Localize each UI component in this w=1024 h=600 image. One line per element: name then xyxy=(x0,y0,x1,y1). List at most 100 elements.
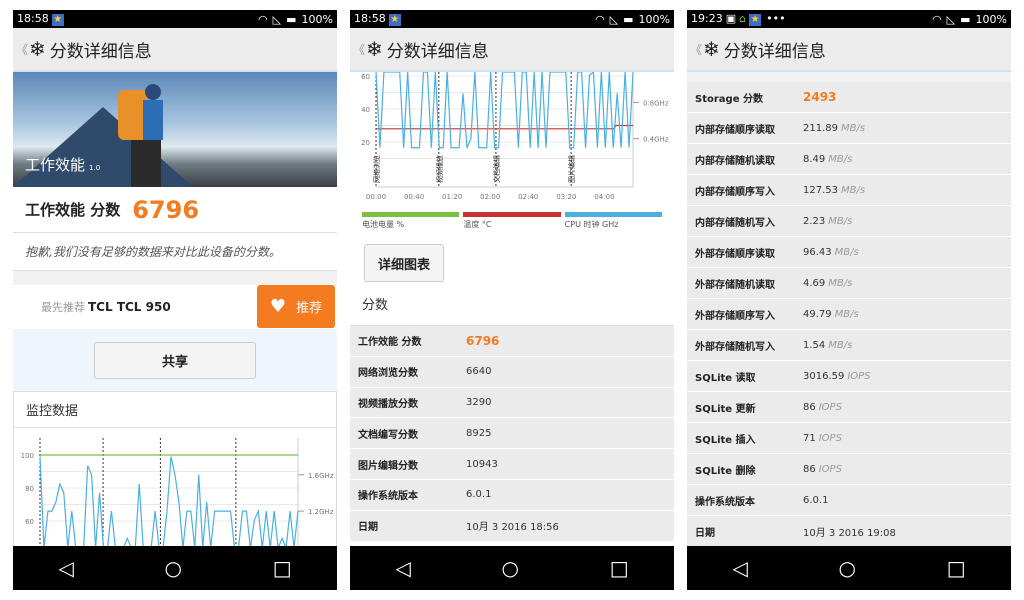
row-value: 4.69 xyxy=(803,277,826,289)
detailed-chart-button[interactable]: 详细图表 xyxy=(364,244,444,282)
right-tick-label: 0.8GHz xyxy=(643,99,669,107)
row-value: 3016.59 xyxy=(803,370,845,382)
score-label: 工作效能 分数 xyxy=(25,201,121,219)
row-value: 2.23 xyxy=(803,215,826,227)
recommend-row: 最先推荐 TCL TCL 950 ♥ 推荐 xyxy=(13,285,337,329)
x-tick-label: 02:40 xyxy=(518,193,538,201)
android-nav-bar: ◁ ○ □ xyxy=(13,546,337,590)
3dmark-logo-icon: ❄ xyxy=(703,37,720,61)
row-value: 10943 xyxy=(466,458,498,470)
recents-nav-icon[interactable]: □ xyxy=(946,556,966,580)
battery-icon: ▬ xyxy=(623,12,634,26)
row-label: 外部存储随机读取 xyxy=(695,279,775,291)
row-unit: MB/s xyxy=(834,308,859,320)
row-unit: IOPS xyxy=(847,370,871,382)
row-value: 71 xyxy=(803,432,816,444)
hiker-graphic xyxy=(118,84,163,187)
row-label: Storage 分数 xyxy=(695,93,763,105)
row-unit: IOPS xyxy=(818,463,842,475)
share-button[interactable]: 共享 xyxy=(94,341,256,379)
android-nav-bar: ◁ ○ □ xyxy=(350,546,674,590)
table-row: SQLite 更新 86 IOPS xyxy=(687,392,1011,423)
x-tick-label: 03:20 xyxy=(556,193,576,201)
recommend-prefix: 最先推荐 xyxy=(41,301,85,314)
legend-label: 温度 °C xyxy=(463,220,492,229)
row-value: 1.54 xyxy=(803,339,826,351)
more-notifications-icon: ••• xyxy=(766,12,786,25)
table-row: 内部存储随机写入 2.23 MB/s xyxy=(687,206,1011,237)
row-label: 外部存储顺序写入 xyxy=(695,310,775,322)
row-unit: MB/s xyxy=(828,153,853,165)
row-value: 3290 xyxy=(466,396,492,408)
app-header: 《 ❄ 分数详细信息 xyxy=(350,28,674,72)
no-sim-icon: ◺ xyxy=(946,12,956,26)
back-icon[interactable]: 《 xyxy=(16,42,29,57)
row-value: 211.89 xyxy=(803,122,838,134)
phone-screen-2: 18:58 ★ ◠ ◺ ▬ 100% 《 ❄ 分数详细信息 60 40 20 0.8GHz 0.4G… xyxy=(350,10,674,590)
right-tick-label: 0.4GHz xyxy=(643,136,669,144)
wifi-icon: ◠ xyxy=(932,12,942,26)
scores-table: 工作效能 分数 6796 网络浏览分数 6640 视频播放分数 3290 文档编写分数 892… xyxy=(350,326,674,542)
recents-nav-icon[interactable]: □ xyxy=(609,556,629,580)
no-sim-icon: ◺ xyxy=(609,12,619,26)
app-header: 《 ❄ 分数详细信息 xyxy=(13,28,337,72)
heart-icon: ♥ xyxy=(269,296,287,317)
table-row: 操作系统版本 6.0.1 xyxy=(350,479,674,511)
recommend-device: TCL TCL 950 xyxy=(88,300,171,314)
battery-icon: ▬ xyxy=(960,12,971,26)
y-tick-label: 80 xyxy=(25,485,34,493)
home-nav-icon[interactable]: ○ xyxy=(838,556,856,580)
x-tick-label: 00:00 xyxy=(366,193,386,201)
row-unit: MB/s xyxy=(841,184,866,196)
row-label: 内部存储随机写入 xyxy=(695,217,775,229)
row-label: 文档编写分数 xyxy=(358,429,418,441)
row-value: 6.0.1 xyxy=(803,494,829,506)
row-value: 127.53 xyxy=(803,184,838,196)
recommend-button[interactable]: ♥ 推荐 xyxy=(257,285,335,328)
row-label: 内部存储顺序读取 xyxy=(695,124,775,136)
row-label: SQLite 读取 xyxy=(695,372,756,384)
battery-icon: ▬ xyxy=(286,12,297,26)
score-value: 6796 xyxy=(132,195,200,224)
back-nav-icon[interactable]: ◁ xyxy=(58,556,74,580)
clock: 19:23 xyxy=(691,12,723,25)
table-row: SQLite 插入 71 IOPS xyxy=(687,423,1011,454)
row-label: 日期 xyxy=(695,527,715,539)
row-label: SQLite 删除 xyxy=(695,465,756,477)
home-nav-icon[interactable]: ○ xyxy=(501,556,519,580)
clock: 18:58 xyxy=(17,12,49,25)
y-tick-label: 60 xyxy=(25,518,34,526)
recents-nav-icon[interactable]: □ xyxy=(272,556,292,580)
y-tick-label: 100 xyxy=(21,452,34,460)
3dmark-logo-icon: ❄ xyxy=(366,37,383,61)
row-unit: IOPS xyxy=(818,432,842,444)
status-bar: 18:58 ★ ◠ ◺ ▬ 100% xyxy=(13,10,337,28)
row-value: 6796 xyxy=(466,333,500,348)
table-row: 外部存储顺序读取 96.43 MB/s xyxy=(687,237,1011,268)
row-label: 内部存储随机读取 xyxy=(695,155,775,167)
home-nav-icon[interactable]: ○ xyxy=(164,556,182,580)
page-title: 分数详细信息 xyxy=(386,41,489,62)
gallery-notification-icon: ▣ xyxy=(725,12,737,25)
3dmark-logo-icon: ❄ xyxy=(29,37,46,61)
app-header: 《 ❄ 分数详细信息 xyxy=(687,28,1011,72)
android-nav-bar: ◁ ○ □ xyxy=(687,546,1011,590)
status-bar: 18:58 ★ ◠ ◺ ▬ 100% xyxy=(350,10,674,28)
back-nav-icon[interactable]: ◁ xyxy=(395,556,411,580)
back-icon[interactable]: 《 xyxy=(690,42,703,57)
phone-screen-3: 19:23 ▣ ⌂ ★ ••• ◠ ◺ ▬ 100% 《 ❄ 分数详细信息 Storage 分数 2… xyxy=(687,10,1011,590)
table-row: SQLite 读取 3016.59 IOPS xyxy=(687,361,1011,392)
row-value: 8925 xyxy=(466,427,492,439)
recommend-button-label: 推荐 xyxy=(296,301,323,316)
app-notification-icon: ★ xyxy=(749,14,762,26)
back-nav-icon[interactable]: ◁ xyxy=(732,556,748,580)
no-sim-icon: ◺ xyxy=(272,12,282,26)
row-value: 10月 3 2016 18:56 xyxy=(466,522,559,534)
table-row: 外部存储随机读取 4.69 MB/s xyxy=(687,268,1011,299)
page-title: 分数详细信息 xyxy=(49,41,152,62)
table-row: SQLite 删除 86 IOPS xyxy=(687,454,1011,485)
table-row: 操作系统版本 6.0.1 xyxy=(687,485,1011,516)
back-icon[interactable]: 《 xyxy=(353,42,366,57)
legend-temperature: 温度 °C xyxy=(463,212,561,230)
table-row: 内部存储顺序写入 127.53 MB/s xyxy=(687,175,1011,206)
